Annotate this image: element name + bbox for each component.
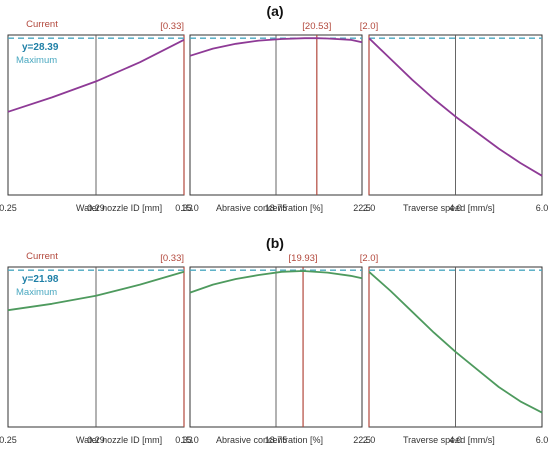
y-value-label: y=28.39 xyxy=(22,42,59,53)
tick-label: 0.33 xyxy=(175,203,193,213)
current-value-label: [0.33] xyxy=(160,21,184,32)
tick-label: 4.0 xyxy=(449,435,462,445)
maximum-label: Maximum xyxy=(16,287,57,298)
tick-label: 22.5 xyxy=(353,203,371,213)
tick-label: 2.0 xyxy=(363,435,376,445)
tick-label: 15.0 xyxy=(181,203,199,213)
maximum-label: Maximum xyxy=(16,55,57,66)
x-axis-label: Traverse speed [mm/s] xyxy=(403,435,495,445)
tick-label: 22.5 xyxy=(353,435,371,445)
x-axis-label: Water nozzle ID [mm] xyxy=(76,203,162,213)
tick-label: 6.0 xyxy=(536,203,549,213)
series-line xyxy=(368,271,543,414)
x-axis-label: Water nozzle ID [mm] xyxy=(76,435,162,445)
tick-label: 0.33 xyxy=(175,435,193,445)
current-value-label: [20.53] xyxy=(302,21,331,32)
current-value-label: [0.33] xyxy=(160,253,184,264)
series-line xyxy=(7,38,185,113)
y-value-label: y=21.98 xyxy=(22,274,59,285)
current-value-label: [2.0] xyxy=(360,21,379,32)
x-axis-label: Traverse speed [mm/s] xyxy=(403,203,495,213)
tick-label: 6.0 xyxy=(536,435,549,445)
tick-label: 2.0 xyxy=(363,203,376,213)
series-line xyxy=(368,37,543,177)
series-line xyxy=(189,37,363,57)
tick-label: 0.25 xyxy=(0,203,17,213)
series-line xyxy=(7,270,185,312)
current-label: Current xyxy=(26,251,58,262)
tick-label: 0.29 xyxy=(87,203,105,213)
tick-label: 15.0 xyxy=(181,435,199,445)
panel-label: (b) xyxy=(266,235,284,251)
tick-label: 0.25 xyxy=(0,435,17,445)
x-axis-label: Abrasive concentration [%] xyxy=(216,203,323,213)
tick-label: 0.29 xyxy=(87,435,105,445)
current-value-label: [19.93] xyxy=(289,253,318,264)
current-value-label: [2.0] xyxy=(360,253,379,264)
tick-label: 4.0 xyxy=(449,203,462,213)
current-label: Current xyxy=(26,19,58,30)
panel-label: (a) xyxy=(266,3,283,19)
x-axis-label: Abrasive concentration [%] xyxy=(216,435,323,445)
series-line xyxy=(189,270,363,294)
tick-label: 18.75 xyxy=(265,203,288,213)
tick-label: 18.75 xyxy=(265,435,288,445)
